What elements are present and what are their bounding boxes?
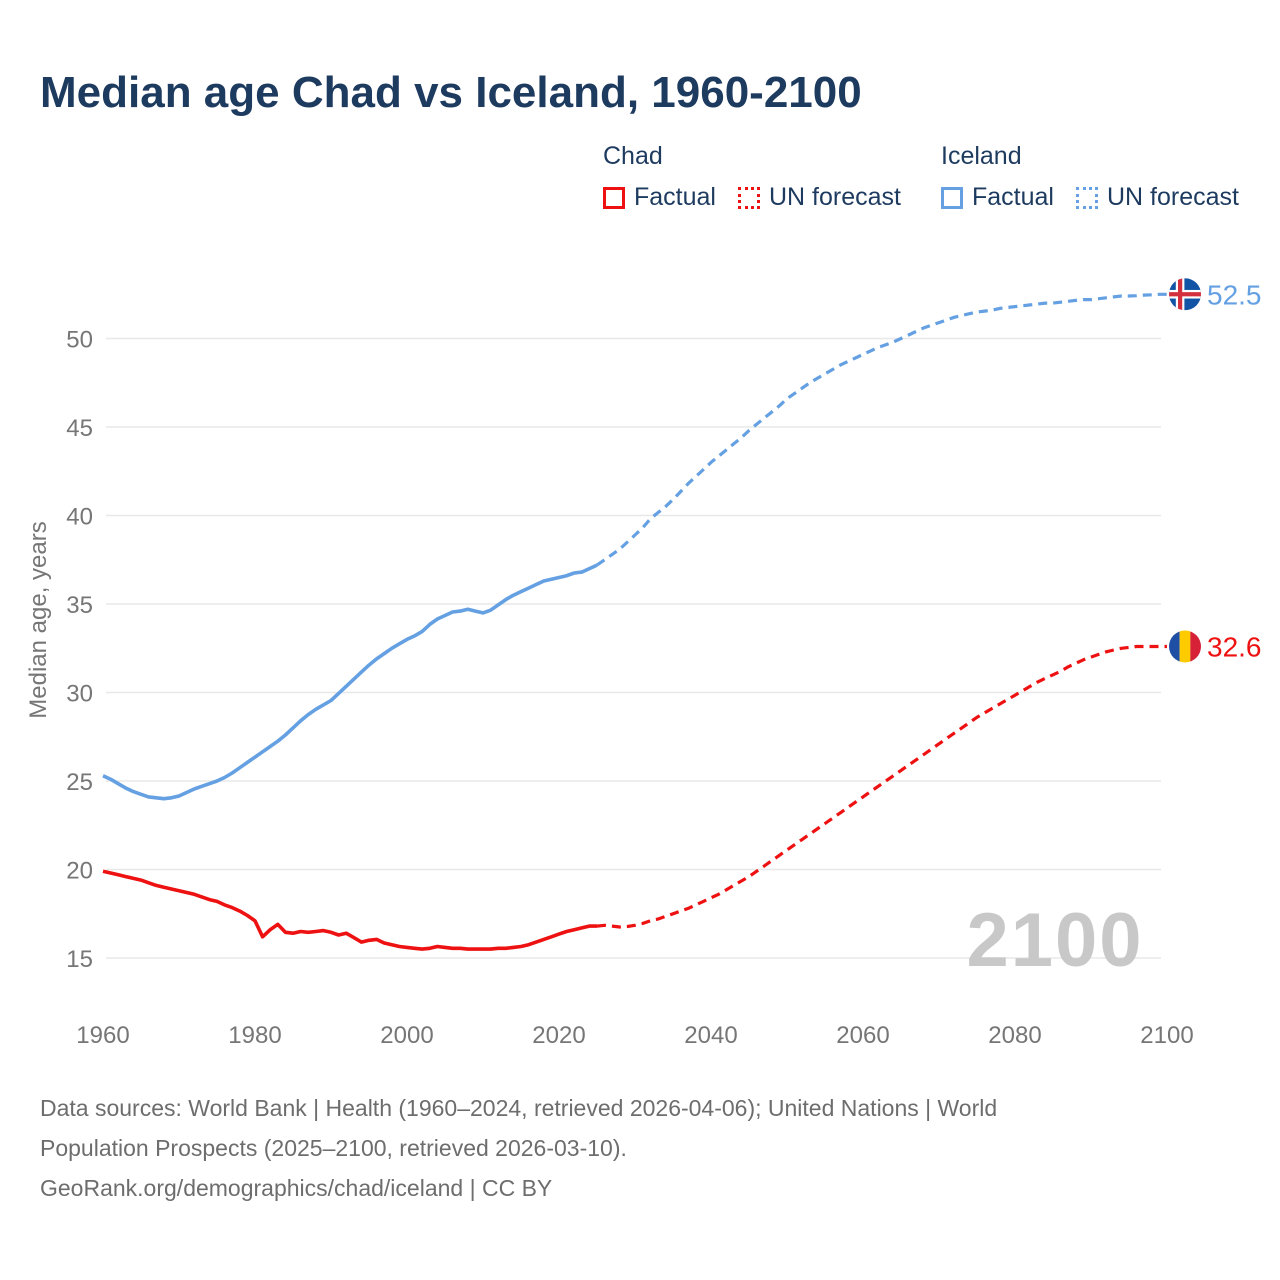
data-sources-footer: Data sources: World Bank | Health (1960–…	[40, 1088, 997, 1208]
chad-flag-icon	[1169, 630, 1201, 663]
x-tick-label-2040: 2040	[684, 1022, 737, 1049]
legend-item-label: UN forecast	[1106, 183, 1239, 211]
y-tick-label-40: 40	[66, 504, 93, 531]
legend-item-label: Factual	[972, 183, 1054, 211]
x-tick-label-2020: 2020	[532, 1022, 585, 1049]
georank-attribution-link[interactable]: GeoRank.org/demographics/chad/iceland | …	[40, 1175, 553, 1201]
legend-item-iceland-un-forecast[interactable]: UN forecast	[1075, 183, 1239, 212]
legend-group-title: Iceland	[941, 142, 1022, 170]
legend-item-label: UN forecast	[768, 183, 901, 211]
y-tick-label-30: 30	[66, 681, 93, 708]
end-value-label-iceland: 52.5	[1207, 279, 1262, 310]
footer-sources-line-2: Population Prospects (2025–2100, retriev…	[40, 1135, 627, 1161]
y-tick-label-45: 45	[66, 415, 93, 442]
solid-line-swatch-icon	[941, 186, 963, 209]
legend-item-iceland-factual[interactable]: Factual	[941, 183, 1054, 212]
series-line-iceland-factual[interactable]	[102, 563, 598, 801]
y-tick-label-20: 20	[66, 858, 93, 885]
x-tick-label-2060: 2060	[836, 1022, 889, 1049]
y-tick-label-35: 35	[66, 592, 93, 619]
iceland-flag-icon	[1169, 278, 1201, 311]
legend-item-label: Factual	[634, 183, 716, 211]
legend-item-chad-un-forecast[interactable]: UN forecast	[737, 183, 901, 212]
page-title: Median age Chad vs Iceland, 1960-2100	[40, 68, 862, 117]
dotted-line-swatch-icon	[1075, 186, 1098, 209]
x-tick-label-2100: 2100	[1140, 1022, 1193, 1049]
x-tick-label-2080: 2080	[988, 1022, 1041, 1049]
x-tick-label-1980: 1980	[228, 1022, 281, 1049]
dotted-line-swatch-icon	[737, 186, 760, 209]
series-line-iceland-un-forecast[interactable]	[596, 292, 1167, 567]
x-tick-label-1960: 1960	[76, 1022, 129, 1049]
series-line-chad-factual[interactable]	[102, 869, 597, 951]
y-tick-label-25: 25	[66, 769, 93, 796]
end-value-label-chad: 32.6	[1207, 631, 1262, 662]
legend-group-iceland: Iceland Factual UN forecast	[941, 142, 1239, 212]
legend-group-title: Chad	[603, 142, 663, 170]
footer-sources-line-1: Data sources: World Bank | Health (1960–…	[40, 1095, 998, 1121]
y-tick-label-50: 50	[66, 327, 93, 354]
y-tick-label-15: 15	[66, 946, 93, 973]
legend-group-chad: Chad Factual UN forecast	[603, 142, 901, 212]
x-tick-label-2000: 2000	[380, 1022, 433, 1049]
legend-item-chad-factual[interactable]: Factual	[603, 183, 716, 212]
series-line-chad-un-forecast[interactable]	[596, 644, 1167, 929]
solid-line-swatch-icon	[603, 186, 625, 209]
y-axis-title: Median age, years	[25, 521, 52, 718]
legend: Chad Factual UN forecast Iceland Factual UN f…	[0, 142, 1280, 222]
watermark-2100: 2100	[966, 898, 1143, 983]
